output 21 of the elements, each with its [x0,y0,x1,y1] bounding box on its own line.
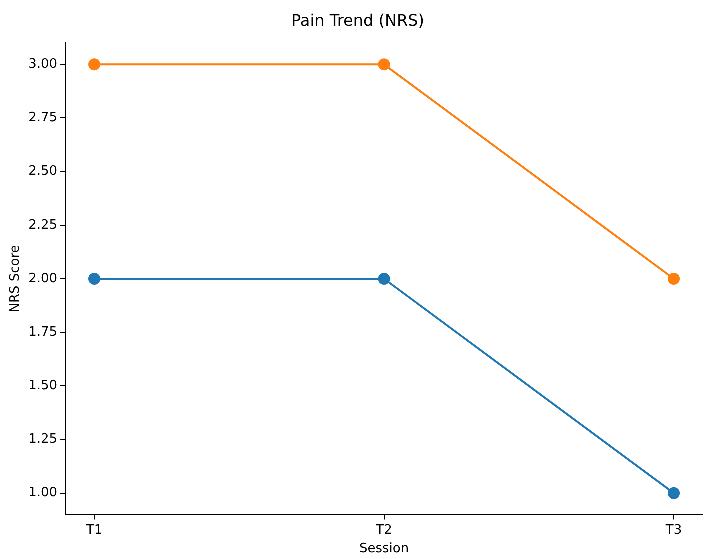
point [668,273,680,285]
y-tick-label: 1.25 [28,432,58,448]
y-axis-title: NRS Score [8,245,24,313]
point [88,273,101,285]
y-tick-label: 1.75 [28,324,58,340]
y-tick-label: 2.00 [28,271,58,286]
x-tick-label: T3 [664,522,682,538]
y-tick-label: 2.25 [28,218,58,233]
x-tick-label: T2 [375,522,392,538]
y-tick-label: 2.50 [28,164,58,180]
y-tick-label: 3.00 [28,57,58,72]
x-tick-label: T1 [85,522,103,538]
point [378,58,390,71]
y-tick-label: 1.00 [28,486,58,501]
y-tick-label: 1.50 [28,378,58,394]
y-tick-label: 2.75 [28,110,58,126]
point [88,58,101,71]
point [668,487,680,500]
chart-title: Pain Trend (NRS) [291,10,425,30]
x-axis-title: Session [359,542,410,557]
point [378,273,390,285]
